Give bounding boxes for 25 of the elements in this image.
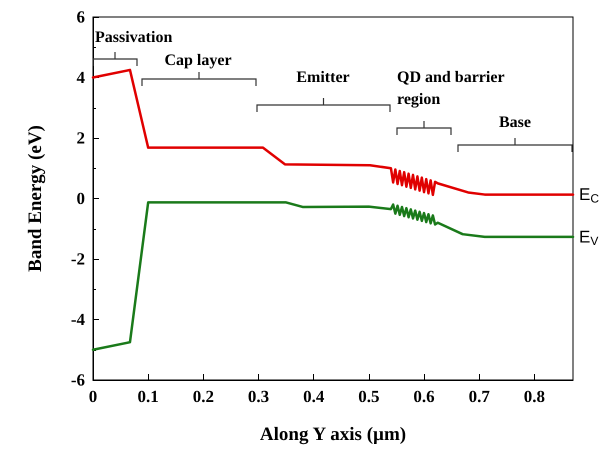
x-tick-label: 0.2 [192,387,214,406]
annotation: Base [498,113,532,133]
y-tick-label: 4 [76,68,86,87]
x-tick-label: 0.7 [468,387,490,406]
annotation: Passivation [95,28,174,48]
y-tick-label: -2 [70,250,85,268]
y-tick-label: 0 [76,189,85,208]
x-tick-label: 0.4 [303,387,325,406]
x-tick-label: 0.5 [358,387,380,406]
y-axis-title: Band Energy (eV) [25,125,46,272]
x-tick-label: 0.3 [248,387,270,406]
x-tick-label: 0.1 [138,387,159,406]
line-series [92,201,574,351]
x-axis-title: Along Y axis (µm) [260,424,406,445]
x-tick-label: 0.6 [413,387,435,406]
annotation: QD and barrier region [397,68,506,110]
y-tick-label: 6 [76,8,85,26]
y-tick-label: 2 [76,128,85,148]
line-series [92,68,574,196]
annotation: Emitter [296,69,350,86]
y-tick-label: -6 [70,370,85,390]
x-tick-label: 0 [88,387,98,406]
annotation: Cap layer [163,51,233,71]
x-tick-label: 0.8 [524,387,546,406]
y-tick-label: -4 [70,310,86,329]
